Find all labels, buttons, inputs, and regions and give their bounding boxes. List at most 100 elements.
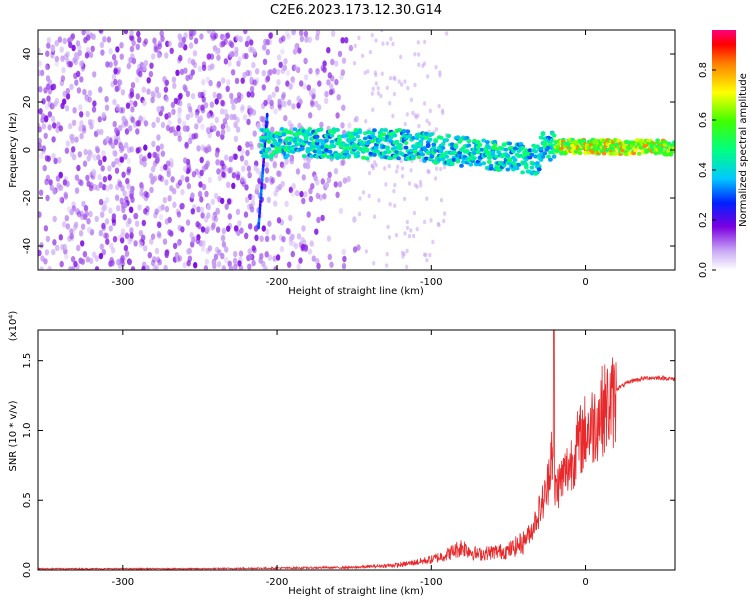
- spectrogram-cell: [214, 246, 220, 253]
- spectrogram-cell: [143, 155, 148, 162]
- spectrogram-cell: [387, 149, 392, 154]
- spectrogram-cell: [288, 83, 293, 90]
- spectrogram-cell: [100, 165, 105, 172]
- spectrogram-cell: [130, 116, 135, 124]
- spectrogram-cell: [273, 190, 278, 197]
- spectrogram-cell: [358, 196, 362, 201]
- spectrogram-cell: [609, 151, 614, 156]
- spectrogram-cell: [331, 127, 337, 132]
- spectrogram-cell: [347, 122, 352, 129]
- spectrogram-cell: [137, 146, 142, 153]
- spectrogram-cell: [171, 108, 176, 116]
- spectrogram-cell: [353, 43, 357, 48]
- spectrogram-cell: [206, 144, 211, 151]
- snr-y-label: SNR (10 * v/v): [8, 400, 19, 471]
- spectrogram-cell: [127, 217, 132, 225]
- spectrogram-cell: [57, 36, 63, 43]
- spectrogram-cell: [150, 259, 156, 267]
- spectrogram-cell: [145, 191, 150, 199]
- spectrogram-cell: [426, 74, 430, 79]
- spectrogram-cell: [320, 178, 325, 185]
- colorbar-label: Normalized spectral amplitude: [738, 73, 749, 227]
- spectrogram-cell: [340, 122, 345, 129]
- spectrogram-cell: [38, 249, 42, 257]
- spectrogram-cell: [196, 145, 201, 152]
- spectrogram-cell: [225, 32, 231, 39]
- spectrogram-cell: [377, 198, 381, 203]
- spectrogram-cell: [588, 142, 594, 147]
- spectrogram-cell: [393, 182, 397, 188]
- spectrogram-cell: [226, 79, 231, 86]
- spectrogram-cell: [54, 97, 60, 105]
- spectrogram-cell: [444, 138, 450, 143]
- spectrogram-cell: [428, 108, 432, 114]
- spectrogram-cell: [433, 148, 438, 153]
- spectrogram-cell: [297, 122, 302, 129]
- spectrogram-cell: [118, 124, 123, 132]
- spectrogram-cell: [341, 159, 346, 166]
- spectrogram-cell: [399, 158, 403, 164]
- y-tick-label: 1.0: [22, 423, 33, 439]
- spectrogram-cell: [220, 128, 226, 136]
- spectrogram-cell: [115, 104, 120, 112]
- spectrogram-cell: [201, 64, 207, 72]
- spectrogram-cell: [536, 167, 542, 172]
- spectrogram-cell: [134, 220, 140, 227]
- spectrogram-cell: [507, 141, 513, 146]
- spectrogram-cell: [295, 66, 301, 74]
- spectrogram-cell: [403, 121, 407, 127]
- spectrogram-cell: [266, 196, 271, 204]
- spectrogram-cell: [267, 94, 272, 101]
- spectrogram-cell: [265, 75, 271, 82]
- spectrogram-x-label: Height of straight line (km): [288, 286, 424, 297]
- spectrogram-cell: [154, 208, 159, 215]
- spectrogram-cell: [376, 91, 380, 96]
- spectrogram-cell: [142, 99, 147, 107]
- spectrogram-cell: [420, 136, 426, 141]
- spectrogram-cell: [262, 183, 267, 190]
- spectrogram-cell: [211, 259, 216, 267]
- spectrogram-cell: [196, 206, 201, 213]
- spectrogram-cell: [45, 174, 51, 182]
- spectrogram-cell: [200, 144, 205, 151]
- spectrogram-cell: [341, 104, 346, 111]
- spectrogram-cell: [212, 125, 217, 132]
- spectrogram-cell: [351, 145, 357, 150]
- spectrogram-cell: [306, 211, 311, 218]
- spectrogram-cell: [214, 98, 219, 105]
- spectrogram-cell: [466, 143, 472, 148]
- spectrogram-cell: [131, 39, 136, 47]
- spectrogram-cell: [301, 154, 307, 159]
- spectrogram-cell: [315, 258, 320, 265]
- spectrogram-cell: [108, 225, 114, 232]
- spectrogram-cell: [138, 71, 143, 78]
- spectrogram-cell: [80, 213, 85, 221]
- spectrogram-cell: [379, 128, 385, 132]
- spectrogram-cell: [296, 233, 302, 240]
- spectrogram-cell: [427, 137, 433, 142]
- spectrogram-cell: [494, 154, 500, 159]
- spectrogram-cell: [137, 36, 142, 43]
- spectrogram-cell: [329, 139, 335, 144]
- spectrogram-cell: [281, 91, 286, 99]
- spectrogram-cell: [380, 30, 384, 33]
- spectrogram-cell: [204, 190, 209, 198]
- spectrogram-cell: [309, 154, 314, 159]
- spectrogram-cell: [635, 138, 640, 143]
- spectrogram-cell: [294, 43, 299, 50]
- spectrogram-cell: [150, 90, 155, 98]
- spectrogram-cell: [213, 253, 219, 260]
- spectrogram-cell: [488, 166, 494, 171]
- spectrogram-cell: [501, 142, 507, 147]
- spectrogram-cell: [124, 250, 130, 257]
- spectrogram-cell: [155, 156, 160, 163]
- spectrogram-cell: [405, 112, 409, 117]
- spectrogram-cell: [308, 67, 313, 75]
- spectrogram-cell: [121, 115, 126, 123]
- spectrogram-cell: [70, 33, 76, 40]
- spectrogram-cell: [77, 44, 82, 51]
- spectrogram-cell: [351, 142, 357, 147]
- spectrogram-cell: [101, 249, 107, 256]
- spectrogram-cell: [42, 164, 47, 172]
- spectrogram-cell: [194, 123, 199, 130]
